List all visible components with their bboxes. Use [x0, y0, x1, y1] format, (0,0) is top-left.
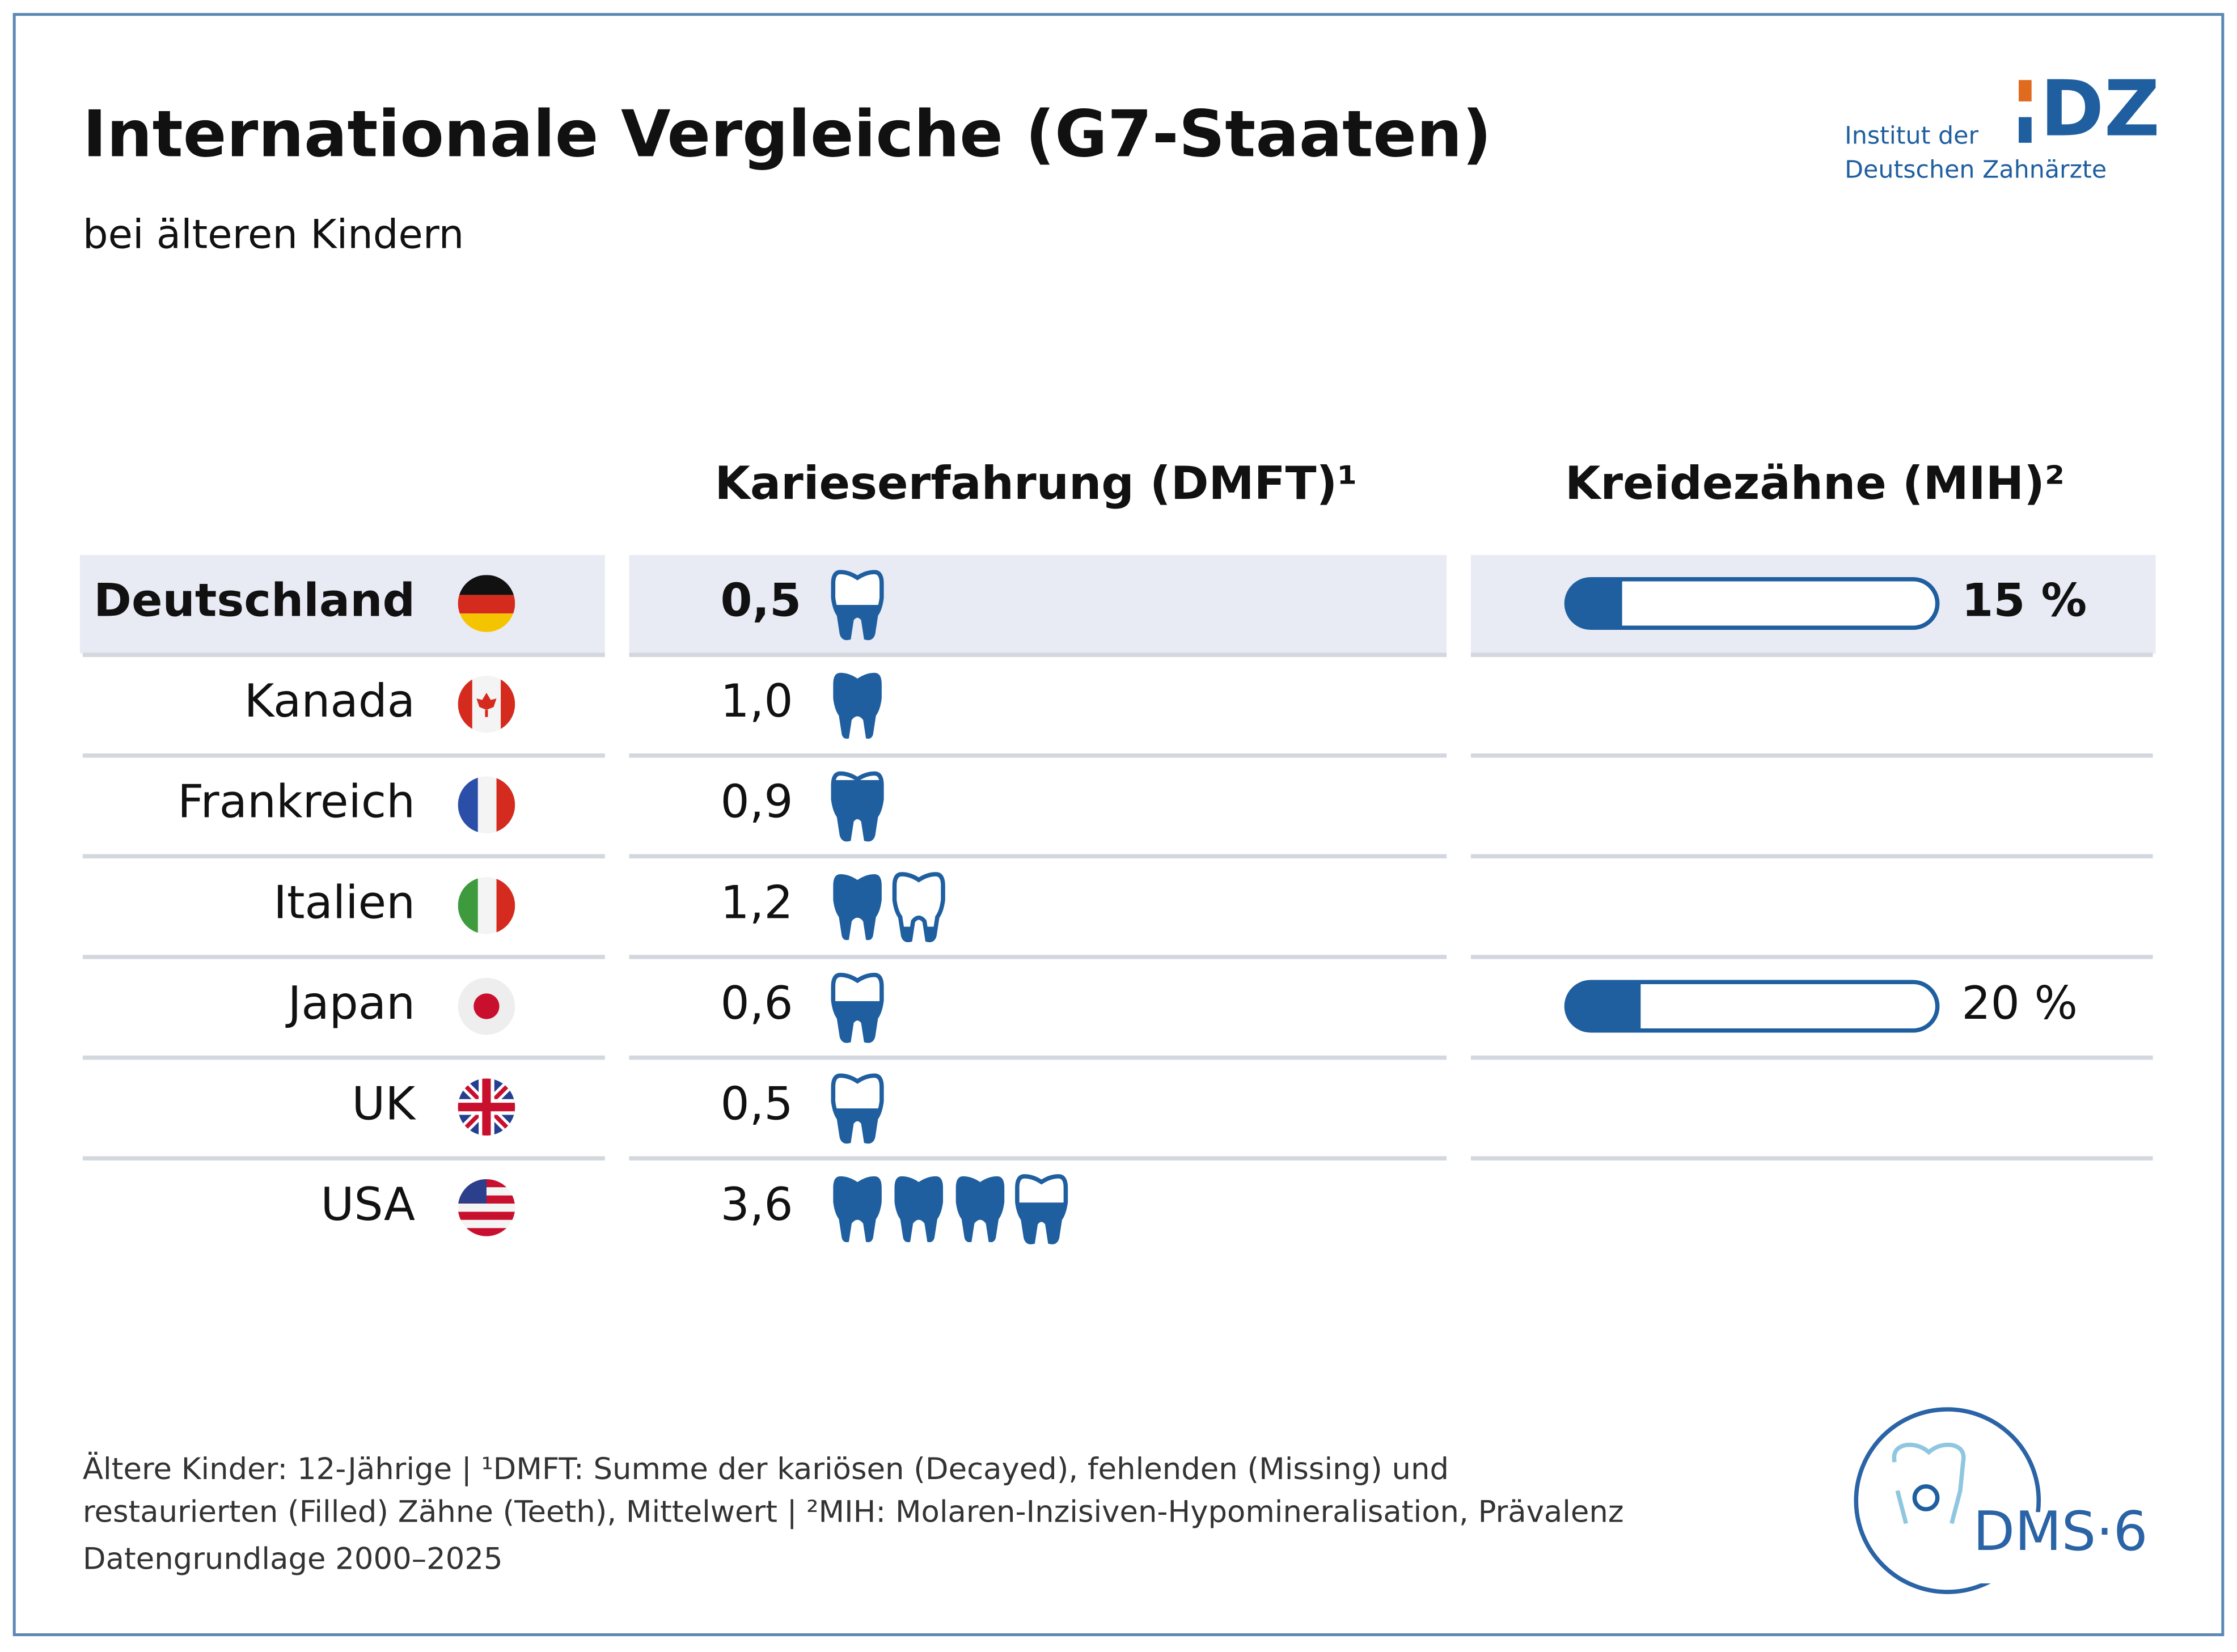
country-label: UK [352, 1077, 416, 1130]
study-logo-text: DMS·6 [1973, 1499, 2148, 1563]
flag-stripe [458, 1219, 515, 1229]
flag-stripe [458, 1212, 515, 1220]
value-label: 20 % [1961, 976, 2078, 1030]
flag-leaf [476, 693, 497, 717]
flag [458, 776, 515, 834]
flag-stripe [458, 1204, 515, 1212]
flag [458, 675, 515, 733]
flag-disc [473, 993, 500, 1019]
value-label: 15 % [1961, 573, 2087, 626]
value-label: 0,5 [721, 573, 802, 626]
column-header: Karieserfahrung (DMFT)¹ [714, 456, 1357, 510]
logo-text: Institut der [1845, 121, 1978, 150]
flag [458, 877, 515, 934]
value-label: 3,6 [721, 1177, 793, 1231]
footnote: restaurierten (Filled) Zähne (Teeth), Mi… [83, 1494, 1624, 1529]
footnote: Datengrundlage 2000–2025 [83, 1541, 503, 1576]
country-label: Kanada [244, 674, 415, 727]
row-highlight [79, 554, 605, 654]
flag [458, 977, 515, 1035]
bar-track [1566, 982, 1938, 1031]
study-logo-tooth [1892, 1442, 1966, 1524]
study-logo-bg [1960, 1512, 2160, 1583]
row-highlight [629, 554, 1447, 654]
country-label: Deutschland [94, 573, 415, 626]
bar-track [1566, 579, 1938, 628]
frame [12, 12, 2225, 1637]
logo-mark [2019, 117, 2032, 143]
country-label: Frankreich [177, 775, 415, 828]
value-label: 1,2 [721, 875, 793, 929]
bar [1566, 982, 1641, 1031]
value-label: 0,5 [721, 1077, 793, 1130]
value-label: 1,0 [721, 674, 793, 727]
country-label: Japan [285, 976, 416, 1030]
flag-stripe [477, 877, 497, 934]
country-label: USA [321, 1177, 416, 1231]
country-label: Italien [273, 875, 415, 929]
flag [458, 575, 515, 632]
logo-text: Deutschen Zahnärzte [1845, 156, 2107, 184]
value-label: 0,9 [721, 775, 793, 828]
flag-stripe [458, 595, 515, 614]
subtitle: bei älteren Kindern [83, 211, 464, 257]
footnote: Ältere Kinder: 12-Jährige | ¹DMFT: Summe… [83, 1451, 1449, 1486]
value-label: 0,6 [721, 976, 793, 1030]
study-logo-mirror [1912, 1484, 1940, 1511]
title: Internationale Vergleiche (G7-Staaten) [83, 97, 1491, 172]
bar-outline [1564, 980, 1940, 1033]
logo-mark [2019, 80, 2032, 101]
logo-mark-text: DZ [2040, 65, 2160, 154]
study-logo-ring [1854, 1407, 2041, 1594]
flag [458, 1179, 515, 1236]
column-header: Kreidezähne (MIH)² [1565, 456, 2065, 510]
flag-stripe [477, 776, 497, 834]
flag [458, 1078, 515, 1136]
bar-outline [1564, 577, 1940, 630]
bar [1566, 579, 1622, 628]
flag-cross [458, 1078, 515, 1136]
